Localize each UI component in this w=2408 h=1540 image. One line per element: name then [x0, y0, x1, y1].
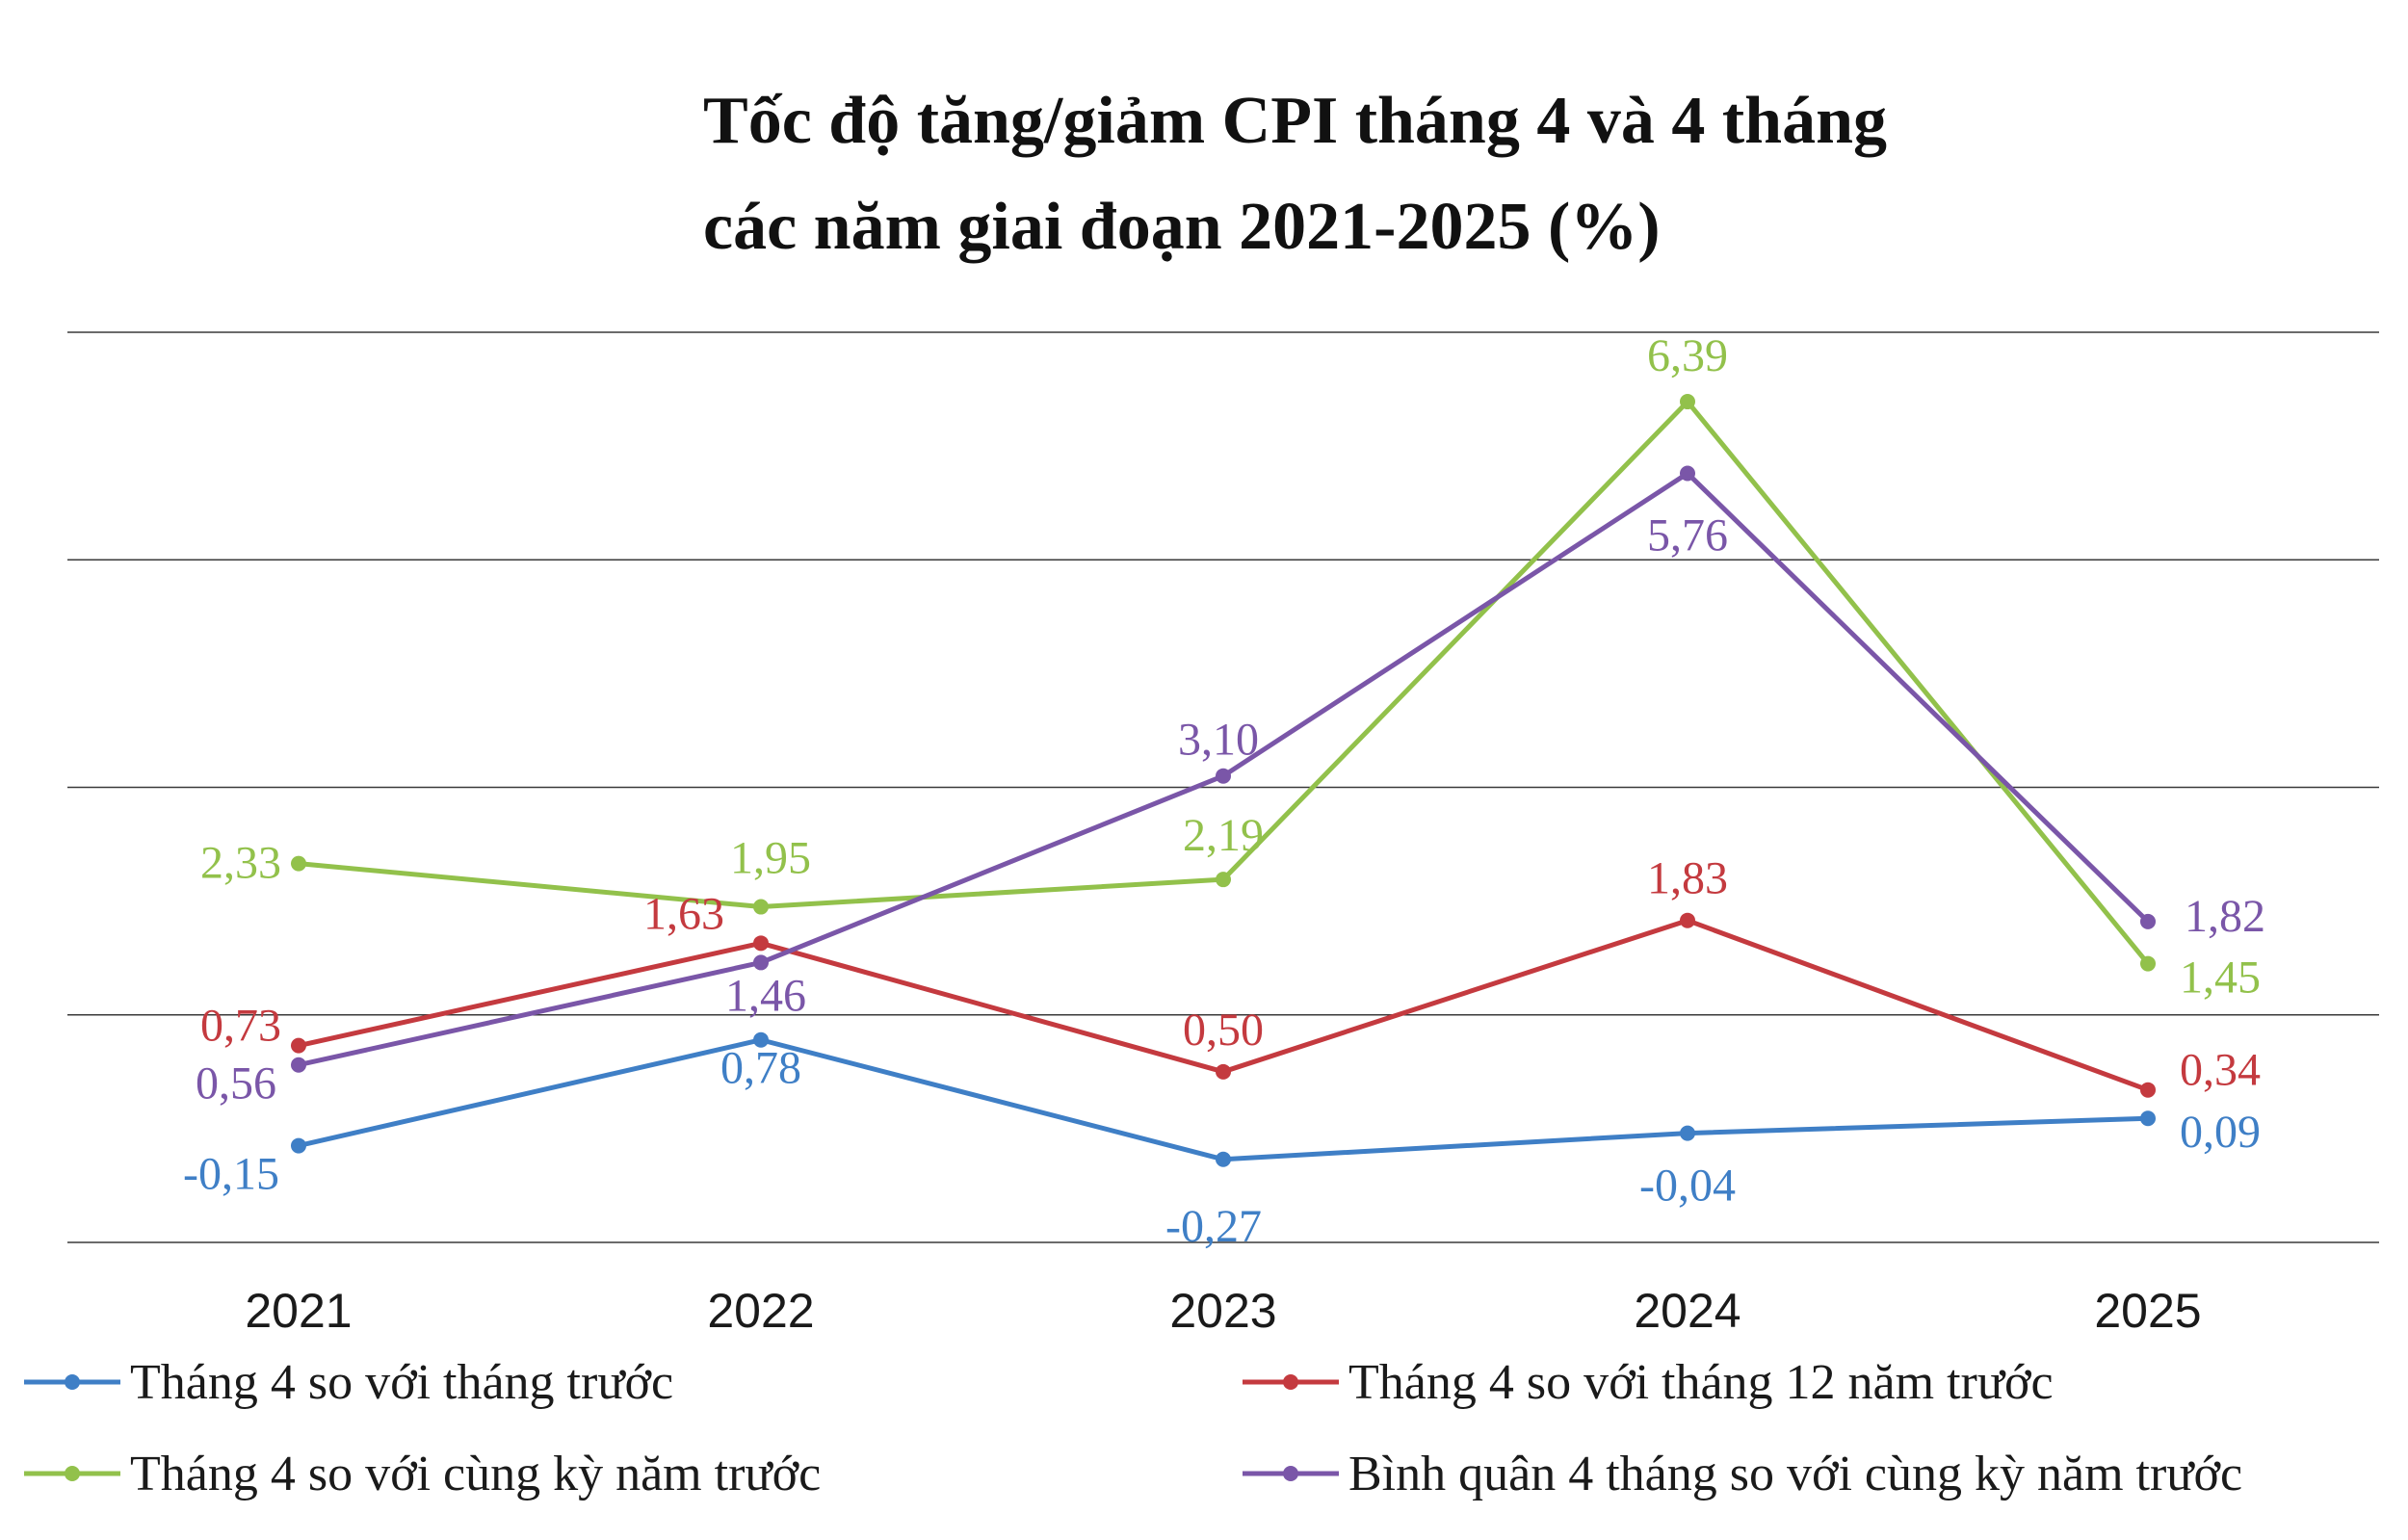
data-point [1216, 768, 1231, 784]
data-point [1216, 872, 1231, 888]
legend-swatch-marker [65, 1374, 80, 1390]
data-point [1216, 1151, 1231, 1167]
chart-title-line1: Tốc độ tăng/giảm CPI tháng 4 và 4 tháng [703, 84, 1887, 158]
data-labels: -0,15 0,78 -0,27 -0,04 0,09 0,73 1,63 0,50 1,83 0… [183, 330, 2265, 1252]
data-label: 0,56 [196, 1058, 276, 1109]
legend-swatch-marker [1283, 1374, 1298, 1390]
gridlines [67, 331, 2379, 1243]
data-label: 5,76 [1647, 509, 1728, 561]
data-label: 3,10 [1178, 715, 1259, 766]
x-tick-label: 2024 [1634, 1284, 1741, 1338]
data-label: 1,95 [730, 833, 811, 884]
data-label: -0,04 [1639, 1161, 1736, 1212]
data-point [1680, 465, 1695, 482]
data-label: 0,09 [2180, 1107, 2261, 1158]
data-point [753, 935, 769, 952]
x-tick-label: 2021 [245, 1284, 352, 1338]
legend-label: Bình quân 4 tháng so với cùng kỳ năm trư… [1348, 1447, 2242, 1501]
chart-title-line2: các năm giai đoạn 2021-2025 (%) [703, 190, 1661, 264]
data-point [1680, 1125, 1695, 1141]
data-label: 0,34 [2180, 1045, 2261, 1096]
series-line [298, 1037, 2149, 1162]
data-label: 0,50 [1183, 1005, 1264, 1056]
data-label: -0,15 [183, 1149, 279, 1200]
legend-label: Tháng 4 so với tháng 12 năm trước [1348, 1355, 2054, 1410]
data-point [2140, 1082, 2156, 1098]
x-tick-label: 2022 [707, 1284, 814, 1338]
data-point [1216, 1063, 1231, 1080]
x-tick-label: 2025 [2094, 1284, 2201, 1338]
data-label: 1,82 [2185, 891, 2265, 942]
data-point [753, 899, 769, 915]
data-point [291, 1057, 306, 1073]
data-point [1680, 394, 1695, 410]
data-point [291, 855, 306, 872]
data-label: 6,39 [1647, 330, 1728, 381]
data-point [2140, 913, 2156, 929]
data-label: -0,27 [1165, 1201, 1262, 1252]
data-label: 1,46 [725, 970, 806, 1021]
data-point [2140, 1110, 2156, 1127]
data-label: 1,83 [1647, 853, 1728, 904]
legend-label: Tháng 4 so với cùng kỳ năm trước [130, 1447, 821, 1501]
data-point [1680, 912, 1695, 928]
legend-swatch-marker [1283, 1466, 1298, 1481]
data-label: 1,45 [2180, 953, 2261, 1004]
data-point [753, 1031, 769, 1048]
series-lines [291, 394, 2156, 1167]
data-point [291, 1137, 306, 1154]
data-label: 2,19 [1183, 810, 1264, 861]
data-label: 0,78 [720, 1043, 801, 1094]
data-label: 0,73 [200, 1001, 281, 1052]
legend-label: Tháng 4 so với tháng trước [130, 1355, 673, 1410]
x-axis-ticks: 2021 2022 2023 2024 2025 [245, 1284, 2201, 1338]
data-point [753, 954, 769, 971]
legend-swatch-marker [65, 1466, 80, 1481]
x-tick-label: 2023 [1169, 1284, 1276, 1338]
data-label: 2,33 [200, 838, 281, 889]
legend: Tháng 4 so với tháng trước Tháng 4 so với… [24, 1355, 2242, 1501]
data-label: 1,63 [643, 888, 724, 939]
data-point [2140, 955, 2156, 972]
data-point [291, 1037, 306, 1054]
